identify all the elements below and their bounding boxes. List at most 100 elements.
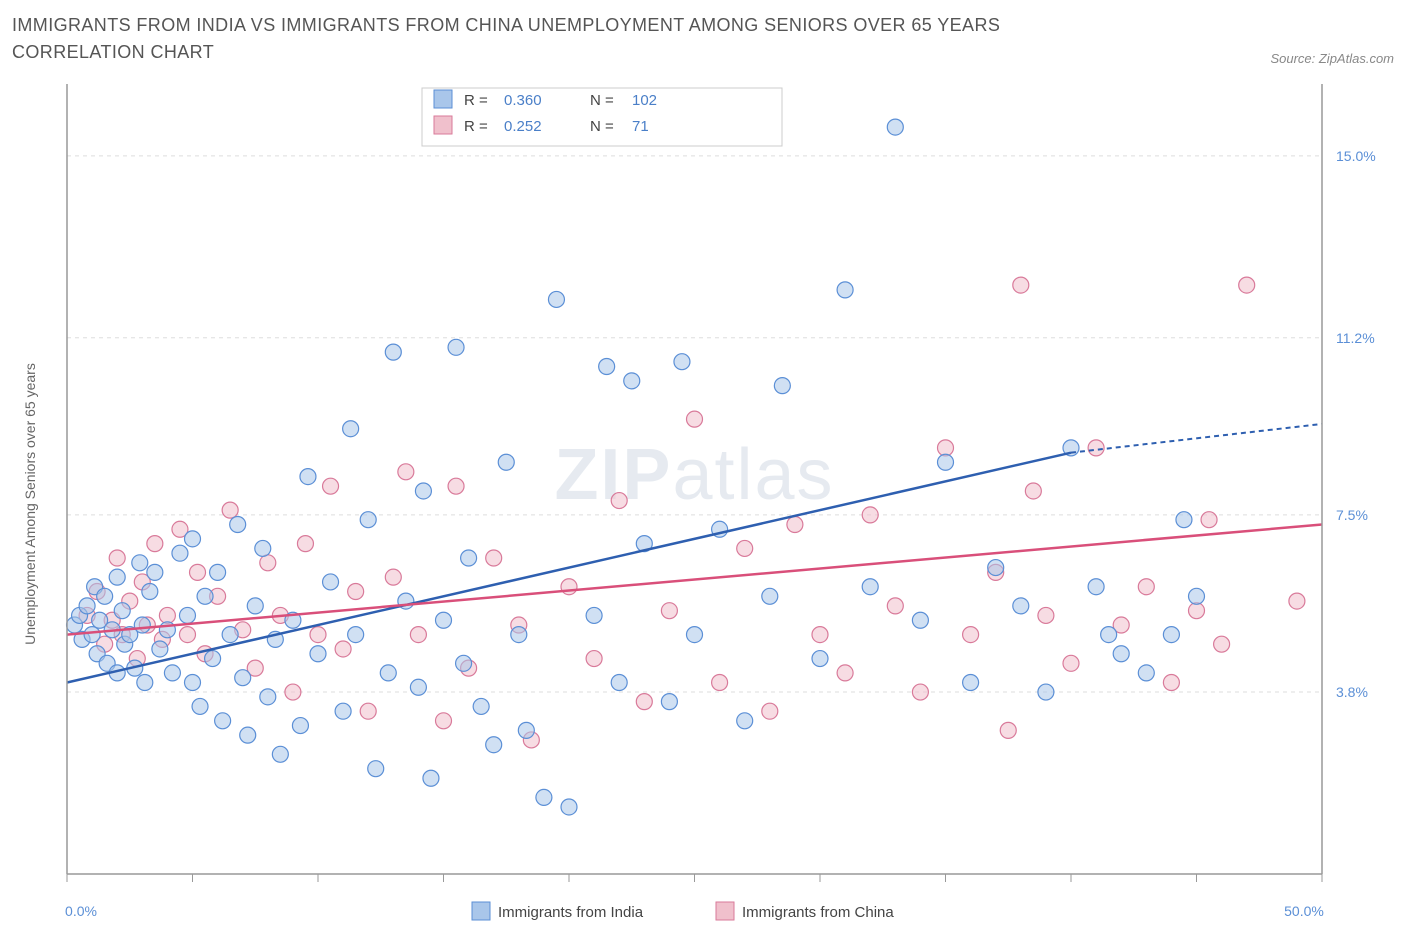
data-point bbox=[712, 674, 728, 690]
data-point bbox=[410, 679, 426, 695]
data-point bbox=[636, 694, 652, 710]
data-point bbox=[164, 665, 180, 681]
data-point bbox=[1163, 627, 1179, 643]
data-point bbox=[292, 718, 308, 734]
data-point bbox=[192, 698, 208, 714]
trend-line-extrapolated bbox=[1071, 424, 1322, 453]
data-point bbox=[518, 722, 534, 738]
data-point bbox=[385, 344, 401, 360]
data-point bbox=[498, 454, 514, 470]
data-point bbox=[310, 646, 326, 662]
data-point bbox=[1239, 277, 1255, 293]
data-point bbox=[190, 564, 206, 580]
data-point bbox=[1088, 440, 1104, 456]
data-point bbox=[415, 483, 431, 499]
data-point bbox=[862, 507, 878, 523]
chart-container: Unemployment Among Seniors over 65 years… bbox=[12, 74, 1392, 934]
data-point bbox=[963, 627, 979, 643]
data-point bbox=[1214, 636, 1230, 652]
data-point bbox=[255, 540, 271, 556]
data-point bbox=[79, 598, 95, 614]
data-point bbox=[511, 627, 527, 643]
data-point bbox=[887, 119, 903, 135]
data-point bbox=[687, 411, 703, 427]
data-point bbox=[963, 674, 979, 690]
data-point bbox=[1289, 593, 1305, 609]
data-point bbox=[285, 684, 301, 700]
source-label: Source: ZipAtlas.com bbox=[1270, 51, 1394, 66]
data-point bbox=[737, 540, 753, 556]
legend-r-label: R = bbox=[464, 118, 488, 135]
data-point bbox=[762, 588, 778, 604]
data-point bbox=[260, 689, 276, 705]
data-point bbox=[97, 588, 113, 604]
data-point bbox=[410, 627, 426, 643]
data-point bbox=[862, 579, 878, 595]
data-point bbox=[343, 421, 359, 437]
data-point bbox=[548, 291, 564, 307]
legend-swatch bbox=[434, 116, 452, 134]
data-point bbox=[323, 574, 339, 590]
y-tick-label: 11.2% bbox=[1336, 330, 1375, 346]
data-point bbox=[687, 627, 703, 643]
data-point bbox=[179, 607, 195, 623]
y-tick-label: 3.8% bbox=[1336, 684, 1368, 700]
data-point bbox=[323, 478, 339, 494]
legend-n-label: N = bbox=[590, 118, 614, 135]
legend-r-value: 0.360 bbox=[504, 92, 542, 109]
data-point bbox=[536, 789, 552, 805]
data-point bbox=[360, 512, 376, 528]
data-point bbox=[132, 555, 148, 571]
data-point bbox=[1163, 674, 1179, 690]
data-point bbox=[1000, 722, 1016, 738]
legend-swatch bbox=[716, 902, 734, 920]
legend-n-value: 71 bbox=[632, 118, 649, 135]
data-point bbox=[473, 698, 489, 714]
data-point bbox=[837, 665, 853, 681]
data-point bbox=[1138, 579, 1154, 595]
data-point bbox=[1013, 598, 1029, 614]
data-point bbox=[247, 598, 263, 614]
data-point bbox=[486, 550, 502, 566]
data-point bbox=[185, 674, 201, 690]
data-point bbox=[1063, 655, 1079, 671]
data-point bbox=[611, 674, 627, 690]
data-point bbox=[1138, 665, 1154, 681]
data-point bbox=[586, 651, 602, 667]
x-tick-label: 0.0% bbox=[65, 903, 97, 919]
data-point bbox=[611, 493, 627, 509]
data-point bbox=[152, 641, 168, 657]
data-point bbox=[456, 655, 472, 671]
data-point bbox=[661, 603, 677, 619]
data-point bbox=[215, 713, 231, 729]
data-point bbox=[1201, 512, 1217, 528]
data-point bbox=[205, 651, 221, 667]
data-point bbox=[561, 799, 577, 815]
data-point bbox=[486, 737, 502, 753]
data-point bbox=[210, 564, 226, 580]
data-point bbox=[812, 627, 828, 643]
legend-n-value: 102 bbox=[632, 92, 657, 109]
data-point bbox=[1088, 579, 1104, 595]
data-point bbox=[837, 282, 853, 298]
y-tick-label: 7.5% bbox=[1336, 507, 1368, 523]
data-point bbox=[762, 703, 778, 719]
data-point bbox=[109, 569, 125, 585]
data-point bbox=[398, 464, 414, 480]
data-point bbox=[348, 627, 364, 643]
data-point bbox=[137, 674, 153, 690]
legend-r-value: 0.252 bbox=[504, 118, 542, 135]
data-point bbox=[260, 555, 276, 571]
data-point bbox=[230, 516, 246, 532]
data-point bbox=[1038, 607, 1054, 623]
data-point bbox=[1176, 512, 1192, 528]
data-point bbox=[142, 584, 158, 600]
data-point bbox=[938, 440, 954, 456]
data-point bbox=[114, 603, 130, 619]
chart-header: IMMIGRANTS FROM INDIA VS IMMIGRANTS FROM… bbox=[12, 12, 1394, 66]
data-point bbox=[599, 358, 615, 374]
data-point bbox=[335, 703, 351, 719]
data-point bbox=[674, 354, 690, 370]
watermark: ZIPatlas bbox=[554, 435, 834, 515]
data-point bbox=[737, 713, 753, 729]
